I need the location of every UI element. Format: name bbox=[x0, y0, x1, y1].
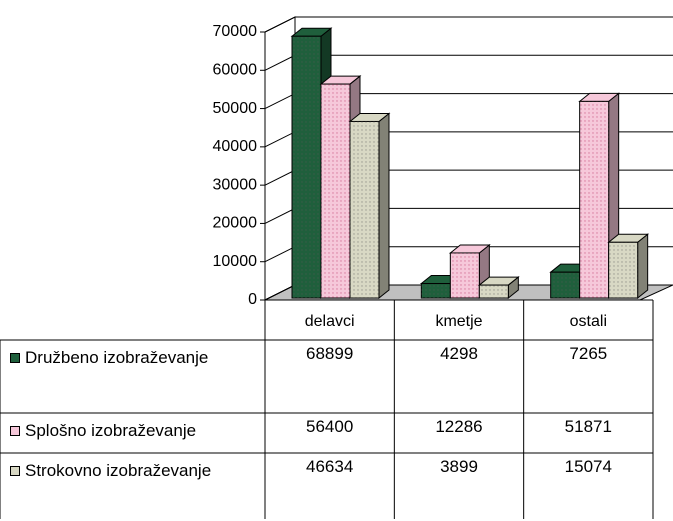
table-value: 46634 bbox=[306, 457, 354, 476]
bar-side bbox=[378, 112, 390, 300]
back-wall bbox=[264, 16, 296, 301]
bar bbox=[420, 283, 451, 299]
y-tick-label: 60000 bbox=[213, 62, 258, 79]
table-value: 51871 bbox=[564, 417, 612, 436]
legend-entry: Družbeno izobraževanje bbox=[0, 342, 265, 415]
bar bbox=[608, 241, 639, 299]
y-tick-label: 10000 bbox=[213, 253, 258, 270]
x-tick-label: kmetje bbox=[435, 313, 482, 330]
y-tick-label: 20000 bbox=[213, 215, 258, 232]
bar bbox=[291, 35, 322, 299]
table-value: 12286 bbox=[435, 417, 483, 436]
bar-side bbox=[637, 233, 649, 300]
bar bbox=[579, 100, 610, 299]
table-value: 4298 bbox=[440, 344, 478, 363]
grid-line bbox=[264, 16, 673, 33]
x-tick-label: ostali bbox=[570, 313, 607, 330]
legend-entry: Splošno izobraževanje bbox=[0, 415, 265, 455]
bar bbox=[349, 120, 380, 299]
legend-key bbox=[10, 353, 20, 363]
table-value: 56400 bbox=[306, 417, 354, 436]
legend-label: Družbeno izobraževanje bbox=[25, 348, 209, 367]
bar bbox=[449, 252, 480, 299]
table-value: 3899 bbox=[440, 457, 478, 476]
y-tick-label: 50000 bbox=[213, 100, 258, 117]
table-value: 15074 bbox=[564, 457, 612, 476]
y-tick-label: 30000 bbox=[213, 176, 258, 193]
legend-key bbox=[10, 466, 20, 476]
bar-group bbox=[607, 233, 650, 300]
table-value: 7265 bbox=[569, 344, 608, 363]
table-value: 68899 bbox=[306, 344, 354, 363]
legend-entry: Strokovno izobraževanje bbox=[0, 455, 265, 521]
legend-label: Strokovno izobraževanje bbox=[25, 461, 212, 480]
bar bbox=[478, 284, 509, 299]
y-tick-label: 40000 bbox=[213, 138, 258, 155]
y-tick-label: 70000 bbox=[213, 23, 258, 40]
bar bbox=[550, 271, 581, 299]
legend-key bbox=[10, 426, 20, 436]
y-tick-label: 0 bbox=[248, 291, 257, 308]
legend-label: Splošno izobraževanje bbox=[25, 421, 197, 440]
x-tick-label: delavci bbox=[305, 313, 355, 330]
bar bbox=[320, 83, 351, 299]
bar-group bbox=[477, 276, 520, 300]
bar-group bbox=[348, 112, 391, 300]
